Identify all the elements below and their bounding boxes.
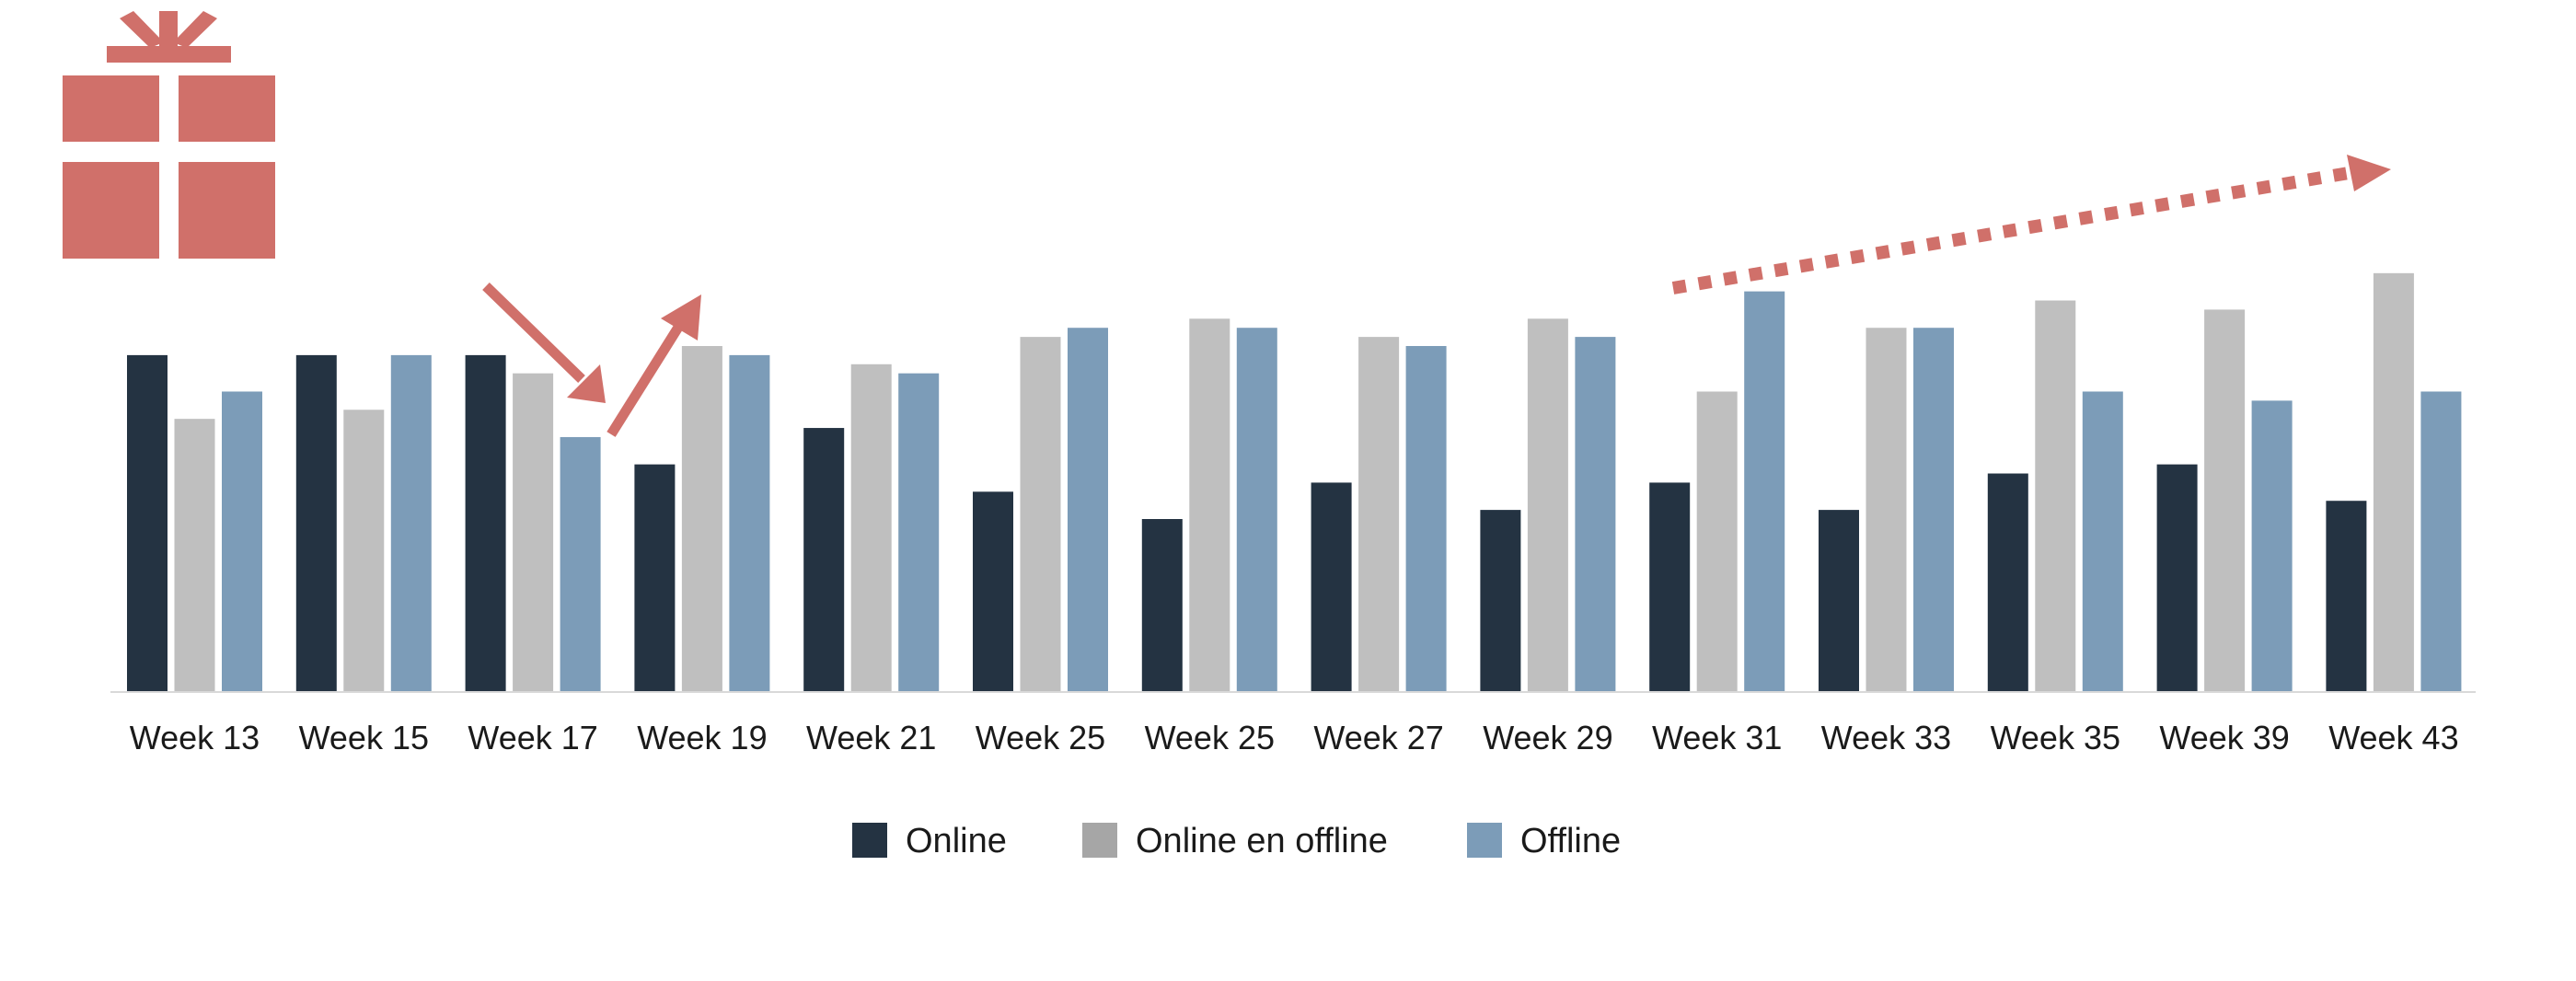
bar-online-8 <box>1480 510 1521 692</box>
legend-label-2: Offline <box>1520 822 1621 860</box>
bar-offline-11 <box>2082 391 2123 692</box>
x-tick-label: Week 13 <box>130 719 260 756</box>
bar-offline-2 <box>560 436 601 692</box>
bar-online-en-offline-8 <box>1527 318 1568 692</box>
bar-offline-13 <box>2420 391 2462 692</box>
bar-online-5 <box>973 491 1013 692</box>
legend: Online Online en offline Offline <box>852 822 1621 860</box>
x-tick-label: Week 15 <box>299 719 429 756</box>
bar-online-en-offline-0 <box>174 419 215 692</box>
bar-offline-5 <box>1068 328 1108 692</box>
legend-swatch-0 <box>852 823 887 858</box>
x-tick-label: Week 35 <box>1991 719 2120 756</box>
bars-group <box>127 272 2462 692</box>
down-arrow <box>482 283 606 403</box>
bar-online-0 <box>127 354 167 692</box>
bar-online-en-offline-9 <box>1696 391 1738 692</box>
bar-online-en-offline-6 <box>1189 318 1230 692</box>
bar-online-en-offline-4 <box>850 364 892 692</box>
bar-offline-3 <box>729 354 770 692</box>
bar-online-en-offline-5 <box>1020 337 1061 692</box>
bar-offline-0 <box>222 391 262 692</box>
x-tick-label: Week 27 <box>1313 719 1443 756</box>
x-tick-label: Week 39 <box>2159 719 2289 756</box>
bar-offline-6 <box>1236 328 1277 692</box>
x-tick-label: Week 19 <box>637 719 767 756</box>
x-tick-label: Week 25 <box>976 719 1105 756</box>
x-axis-labels: Week 13 Week 15 Week 17 Week 19 Week 21 Week … <box>130 719 2459 756</box>
x-tick-label: Week 21 <box>806 719 936 756</box>
bar-online-11 <box>1987 473 2028 692</box>
up-arrow <box>606 294 701 437</box>
dotted-trend-arrow <box>1671 155 2391 294</box>
bar-online-2 <box>465 354 506 692</box>
x-tick-label: Week 43 <box>2328 719 2458 756</box>
gift-icon <box>63 11 275 259</box>
bar-online-7 <box>1311 482 1352 692</box>
bar-offline-10 <box>1913 328 1954 692</box>
bar-online-9 <box>1649 482 1691 692</box>
bar-online-10 <box>1819 510 1859 692</box>
bar-online-en-offline-12 <box>2204 309 2246 692</box>
bar-online-en-offline-3 <box>681 346 722 692</box>
x-tick-label: Week 17 <box>468 719 597 756</box>
bar-online-3 <box>634 464 676 692</box>
bar-offline-8 <box>1575 337 1616 692</box>
x-tick-label: Week 31 <box>1652 719 1782 756</box>
bar-online-en-offline-11 <box>2035 300 2076 692</box>
bar-offline-7 <box>1405 346 1447 692</box>
legend-label-0: Online <box>906 822 1007 860</box>
bar-offline-1 <box>390 354 432 692</box>
bar-online-1 <box>295 354 337 692</box>
bar-offline-12 <box>2251 400 2293 692</box>
bar-online-en-offline-10 <box>1866 328 1907 692</box>
bar-online-en-offline-13 <box>2373 272 2414 692</box>
legend-label-1: Online en offline <box>1136 822 1388 860</box>
bar-online-13 <box>2326 501 2367 692</box>
bar-online-en-offline-7 <box>1358 337 1400 692</box>
x-tick-label: Week 33 <box>1821 719 1951 756</box>
bar-online-12 <box>2156 464 2198 692</box>
bar-offline-9 <box>1744 291 1785 692</box>
bar-online-en-offline-1 <box>343 410 385 692</box>
x-tick-label: Week 25 <box>1145 719 1275 756</box>
bar-online-4 <box>803 428 845 692</box>
legend-swatch-1 <box>1082 823 1117 858</box>
bar-online-6 <box>1141 519 1183 692</box>
bar-offline-4 <box>898 373 940 692</box>
x-tick-label: Week 29 <box>1483 719 1612 756</box>
bar-online-en-offline-2 <box>513 373 554 692</box>
legend-swatch-2 <box>1467 823 1502 858</box>
